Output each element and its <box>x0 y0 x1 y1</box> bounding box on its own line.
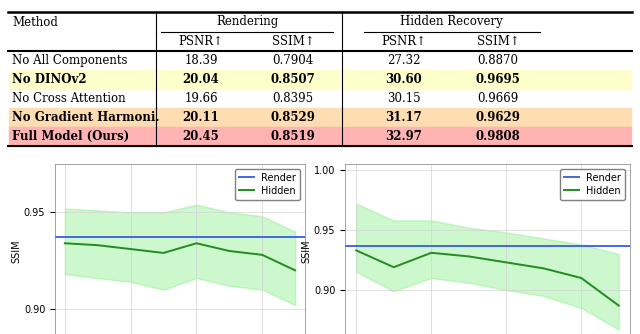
Text: 31.17: 31.17 <box>386 111 422 124</box>
Text: 0.8519: 0.8519 <box>271 130 316 143</box>
Text: 20.04: 20.04 <box>182 73 220 86</box>
Text: 19.66: 19.66 <box>184 92 218 105</box>
Text: 0.8395: 0.8395 <box>273 92 314 105</box>
Legend: Render, Hidden: Render, Hidden <box>235 169 300 199</box>
Text: 20.45: 20.45 <box>182 130 220 143</box>
Text: 30.60: 30.60 <box>386 73 422 86</box>
Y-axis label: SSIM: SSIM <box>301 239 311 263</box>
Text: 18.39: 18.39 <box>184 54 218 67</box>
Text: 20.11: 20.11 <box>182 111 220 124</box>
Text: 27.32: 27.32 <box>387 54 420 67</box>
Y-axis label: SSIM: SSIM <box>11 239 21 263</box>
Text: No Cross Attention: No Cross Attention <box>12 92 125 105</box>
Text: PSNR↑: PSNR↑ <box>381 35 426 48</box>
Legend: Render, Hidden: Render, Hidden <box>560 169 625 199</box>
Text: 0.9629: 0.9629 <box>476 111 520 124</box>
Text: 0.9808: 0.9808 <box>476 130 520 143</box>
Text: Full Model (Ours): Full Model (Ours) <box>12 130 129 143</box>
Text: 30.15: 30.15 <box>387 92 421 105</box>
Text: Rendering: Rendering <box>216 15 278 28</box>
Text: PSNR↑: PSNR↑ <box>179 35 223 48</box>
Text: 0.9669: 0.9669 <box>477 92 518 105</box>
Text: No All Components: No All Components <box>12 54 127 67</box>
Text: 0.7904: 0.7904 <box>273 54 314 67</box>
Text: No Gradient Harmoni.: No Gradient Harmoni. <box>12 111 159 124</box>
Text: 32.97: 32.97 <box>385 130 422 143</box>
Text: No DINOv2: No DINOv2 <box>12 73 86 86</box>
Text: 0.9695: 0.9695 <box>476 73 520 86</box>
Text: 0.8529: 0.8529 <box>271 111 316 124</box>
Text: SSIM↑: SSIM↑ <box>271 35 314 48</box>
Text: Method: Method <box>12 15 58 28</box>
Text: SSIM↑: SSIM↑ <box>477 35 520 48</box>
Text: 0.8870: 0.8870 <box>477 54 518 67</box>
Text: Hidden Recovery: Hidden Recovery <box>399 15 502 28</box>
Text: 0.8507: 0.8507 <box>271 73 316 86</box>
